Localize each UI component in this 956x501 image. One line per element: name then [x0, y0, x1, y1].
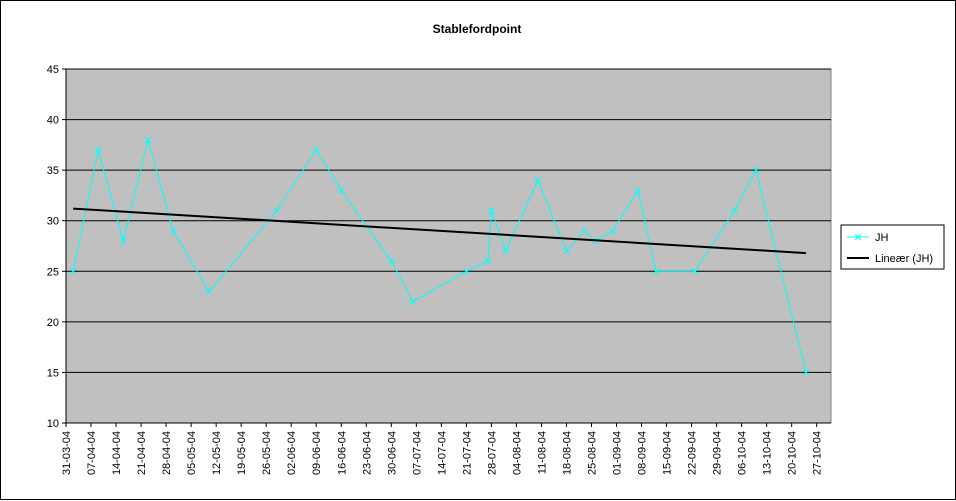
x-tick-label: 04-08-04 [511, 431, 523, 475]
y-tick-label: 45 [47, 64, 59, 76]
x-tick-label: 07-04-04 [86, 431, 98, 475]
legend-label-jh: JH [875, 232, 889, 244]
x-tick-label: 16-06-04 [336, 431, 348, 475]
y-tick-label: 20 [47, 317, 59, 329]
x-tick-label: 21-07-04 [461, 431, 473, 475]
data-point-jh [273, 207, 281, 214]
data-point-jh [752, 166, 760, 174]
gridlines [66, 68, 831, 373]
x-tick-label: 08-09-04 [637, 431, 649, 475]
data-point-jh [802, 369, 810, 376]
data-point-jh [94, 146, 102, 154]
data-point-jh [563, 247, 570, 255]
x-tick-label: 27-10-04 [812, 431, 824, 475]
x-tick-label: 14-07-04 [436, 431, 448, 475]
x-tick-label: 28-07-04 [486, 431, 498, 475]
legend-label-trend: Lineær (JH) [875, 253, 933, 265]
x-tick-label: 20-10-04 [787, 431, 799, 475]
legend: JH Lineær (JH) [840, 224, 945, 270]
x-tick-label: 19-05-04 [236, 431, 248, 475]
legend-marker-jh [854, 233, 862, 241]
data-point-jh [484, 257, 492, 265]
data-point-jh [312, 146, 320, 154]
x-axis: 31-03-04 07-04-04 14-04-04 21-04-04 28-04-04… [61, 422, 831, 475]
x-tick-label: 15-09-04 [662, 431, 674, 475]
series-group [69, 136, 810, 376]
x-tick-label: 01-09-04 [612, 431, 624, 475]
chart-title: Stablefordpoint [433, 22, 522, 36]
data-point-jh [634, 187, 642, 194]
data-point-jh [169, 227, 177, 235]
x-tick-label: 21-04-04 [136, 431, 148, 475]
x-tick-label: 06-10-04 [737, 431, 749, 475]
data-point-jh [205, 288, 213, 295]
data-point-jh [144, 136, 152, 144]
data-point-jh [119, 237, 127, 245]
data-point-jh [409, 298, 417, 305]
x-tick-label: 05-05-04 [186, 431, 198, 475]
x-tick-label: 07-07-04 [411, 431, 423, 475]
x-tick-label: 30-06-04 [386, 431, 398, 475]
data-point-jh [502, 247, 510, 255]
y-tick-label: 35 [47, 165, 59, 177]
data-point-jh [652, 267, 660, 275]
x-tick-label: 14-04-04 [111, 431, 123, 475]
data-point-jh [69, 267, 77, 275]
x-tick-label: 02-06-04 [286, 431, 298, 475]
data-point-jh [337, 187, 345, 194]
x-tick-label: 26-05-04 [261, 431, 273, 475]
data-point-jh [609, 227, 617, 235]
data-point-jh [387, 257, 395, 265]
plot-area [65, 68, 832, 424]
x-tick-label: 18-08-04 [561, 431, 573, 475]
y-tick-label: 40 [47, 115, 59, 127]
x-tick-label: 25-08-04 [586, 431, 598, 475]
trendline [73, 207, 807, 255]
x-tick-label: 09-06-04 [311, 431, 323, 475]
y-tick-label: 15 [47, 367, 59, 379]
x-tick-label: 28-04-04 [161, 431, 173, 475]
y-tick-label: 25 [47, 266, 59, 278]
data-point-jh [691, 267, 699, 275]
x-tick-label: 23-06-04 [361, 431, 373, 475]
x-tick-label: 31-03-04 [61, 431, 73, 475]
x-tick-label: 11-08-04 [536, 431, 548, 474]
data-point-jh [488, 207, 495, 214]
data-point-jh [534, 176, 542, 184]
x-tick-label: 12-05-04 [211, 431, 223, 475]
data-point-jh [731, 207, 738, 214]
y-tick-label: 30 [47, 216, 59, 228]
legend-box [840, 224, 945, 270]
x-tick-label: 13-10-04 [762, 431, 774, 475]
series-line-jh [72, 137, 807, 373]
x-tick-label: 29-09-04 [712, 431, 724, 475]
data-point-jh [580, 227, 588, 235]
x-tick-label: 22-09-04 [687, 431, 699, 475]
y-axis: 10 15 20 25 30 35 40 45 [47, 64, 67, 430]
y-tick-label: 10 [47, 418, 59, 430]
data-point-jh [463, 267, 470, 275]
